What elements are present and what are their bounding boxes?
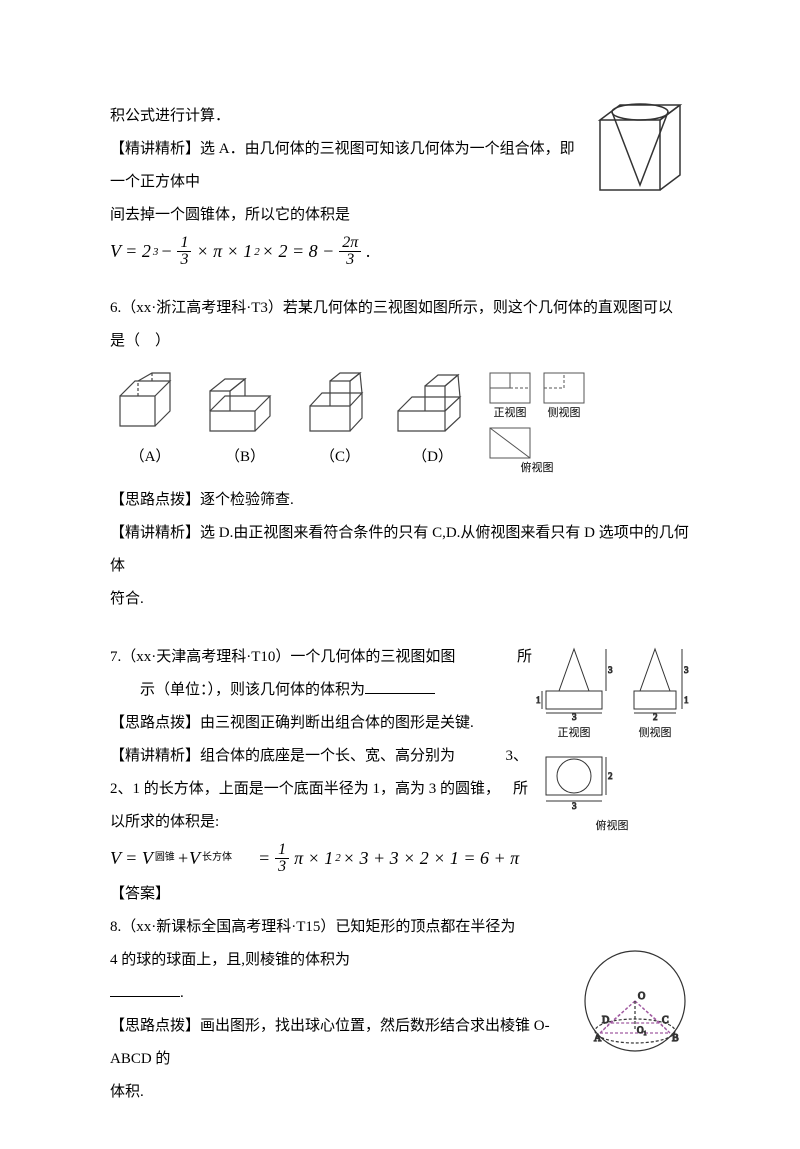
svg-text:1: 1 xyxy=(684,695,689,705)
q6-hint: 【思路点拨】逐个检验筛查. xyxy=(110,484,690,517)
q6-top-view xyxy=(485,423,535,463)
svg-text:3: 3 xyxy=(684,665,689,675)
q6-side-view xyxy=(539,368,589,408)
q8-hint2: 体积. xyxy=(110,1076,690,1109)
q6-front-view xyxy=(485,368,535,408)
formula-volume-5: V = 23 − 13 × π × 12 × 2 = 8 − 2π3 . xyxy=(110,232,371,272)
q6-ans2: 符合. xyxy=(110,583,690,616)
q8-stem1: 8.（xx·新课标全国高考理科·T15）已知矩形的顶点都在半径为 xyxy=(110,911,690,944)
answer-blank-7 xyxy=(365,681,435,694)
option-a-figure xyxy=(110,371,190,441)
q6-views: 正视图 侧视图 xyxy=(485,368,589,474)
svg-text:3: 3 xyxy=(608,665,613,675)
sphere-figure: A B C D O O₁ xyxy=(580,941,690,1061)
svg-text:1: 1 xyxy=(536,695,541,705)
q7-side-view: 3 1 2 xyxy=(620,641,690,721)
svg-text:D: D xyxy=(602,1015,609,1026)
q6-stem2: 是（ ） xyxy=(110,325,690,358)
svg-text:B: B xyxy=(672,1033,679,1044)
svg-text:2: 2 xyxy=(653,712,658,721)
answer-blank-8 xyxy=(110,984,180,997)
q7-top-view: 2 3 xyxy=(534,749,619,814)
option-b-figure xyxy=(200,371,290,441)
svg-text:3: 3 xyxy=(572,801,577,811)
q7-answer-label: 【答案】 xyxy=(110,878,690,911)
svg-text:C: C xyxy=(662,1015,669,1026)
q6-ans1: 【精讲精析】选 D.由正视图来看符合条件的只有 C,D.从俯视图来看只有 D 选… xyxy=(110,517,690,583)
q7-front-view: 1 3 3 xyxy=(534,641,614,721)
formula-volume-7: V = V圆锥 +V长方体 = 13 π × 12 × 3 + 3 × 2 × … xyxy=(110,839,519,879)
svg-text:O₁: O₁ xyxy=(637,1025,647,1035)
cube-cone-figure xyxy=(590,90,690,210)
q6-options: （A） （B） xyxy=(110,368,690,474)
svg-text:3: 3 xyxy=(572,712,577,721)
q6-stem: 6.（xx·浙江高考理科·T3）若某几何体的三视图如图所示，则这个几何体的直观图… xyxy=(110,292,690,325)
svg-text:2: 2 xyxy=(608,771,613,781)
svg-text:A: A xyxy=(594,1033,602,1044)
q7-figures: 1 3 3 正视图 3 xyxy=(534,641,690,838)
option-d-figure xyxy=(390,371,475,441)
option-c-figure xyxy=(300,371,380,441)
svg-text:O: O xyxy=(638,991,645,1002)
